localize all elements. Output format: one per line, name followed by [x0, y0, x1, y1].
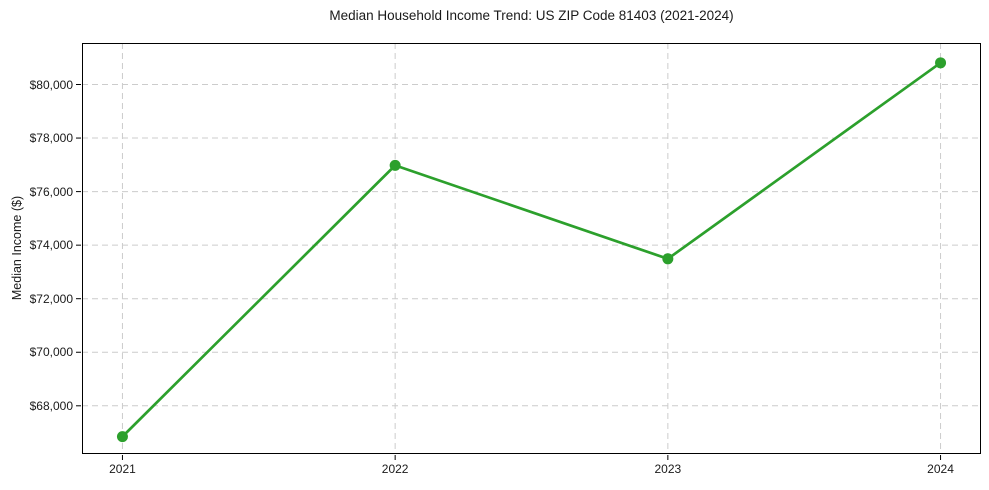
y-axis-label: Median Income ($): [10, 195, 24, 301]
y-tick-label: $78,000: [29, 131, 73, 146]
x-tick-label: 2024: [927, 462, 954, 476]
y-tick-label: $76,000: [29, 184, 73, 199]
chart-title: Median Household Income Trend: US ZIP Co…: [329, 8, 734, 23]
y-tick-label: $80,000: [29, 77, 73, 92]
x-tick-label: 2022: [381, 462, 409, 476]
data-point-marker: [935, 57, 947, 69]
y-tick-label: $74,000: [29, 238, 73, 253]
data-point-marker: [389, 159, 401, 171]
plot-border: [82, 43, 981, 454]
y-tick-label: $70,000: [29, 345, 73, 360]
y-tick-label: $68,000: [29, 398, 73, 413]
x-tick-label: 2021: [109, 462, 136, 476]
data-point-marker: [662, 253, 674, 265]
data-point-marker: [116, 431, 128, 443]
y-tick-label: $72,000: [29, 291, 73, 306]
x-tick-label: 2023: [654, 462, 682, 476]
trend-line: [121, 61, 942, 438]
plot-area: [76, 43, 981, 460]
